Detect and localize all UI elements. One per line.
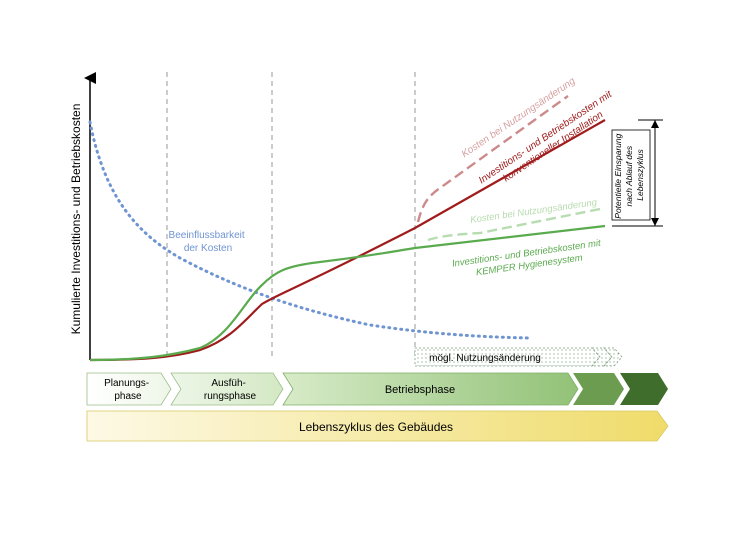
- phase-planning-label: Planungs- phase: [104, 378, 152, 402]
- influence-label: Beeinflussbarkeit der Kosten: [169, 230, 248, 254]
- phase-operation: [282, 372, 579, 406]
- influence-label-line2: der Kosten: [184, 243, 232, 254]
- phase-execution-label: Ausfüh- rungsphase: [204, 378, 257, 402]
- savings-arrow-icon: [651, 218, 659, 226]
- influence-curve: [88, 120, 532, 340]
- savings-label: Potentielle Einsparung nach Ablauf des L…: [613, 131, 645, 218]
- y-axis-label: Kumulierte Investitions- und Betriebskos…: [69, 104, 83, 335]
- lifecycle-label: Lebenszyklus des Gebäudes: [299, 420, 453, 434]
- phase-planning: [86, 372, 172, 406]
- savings-label-line1: Potentielle Einsparung: [613, 133, 623, 218]
- phase-planning-line1: Planungs-: [104, 378, 149, 389]
- savings-label-line3: Lebenszyklus: [635, 149, 645, 201]
- phase-execution-line1: Ausfüh-: [211, 378, 245, 389]
- usage-change-arrow: [414, 347, 601, 367]
- lifecycle-bar: [86, 410, 669, 442]
- savings-arrow-icon: [651, 120, 659, 128]
- phase-planning-line2: phase: [114, 391, 142, 402]
- phase-execution-line2: rungsphase: [204, 391, 257, 402]
- phase-execution: [170, 372, 284, 406]
- phase-continuation-chevron: [620, 373, 668, 405]
- usage-change-chevron: [603, 347, 623, 367]
- kemper-cost-curve: [89, 224, 606, 362]
- phase-continuation-chevron: [573, 373, 624, 405]
- kemper-change-curve: [427, 206, 606, 242]
- usage-change-label: mögl. Nutzungsänderung: [429, 353, 541, 364]
- kemper-cost-label: Investitions- und Betriebskosten mit KEM…: [451, 237, 605, 281]
- influence-label-line1: Beeinflussbarkeit: [169, 230, 245, 241]
- phase-operation-label: Betriebsphase: [385, 384, 455, 396]
- savings-label-line2: nach Ablauf des: [624, 145, 634, 206]
- savings-label-box: [611, 129, 651, 221]
- conventional-change-curve: [416, 95, 569, 223]
